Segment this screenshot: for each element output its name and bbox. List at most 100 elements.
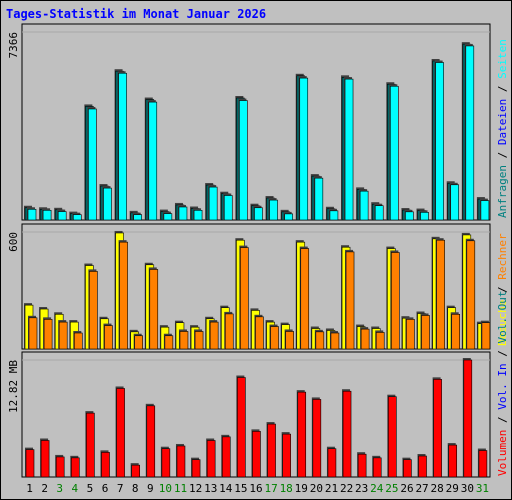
- bar-rechner: [164, 335, 174, 350]
- legend-item: Anfragen: [496, 165, 509, 218]
- scale-label: 7366: [7, 32, 20, 59]
- bar-rechner: [28, 317, 38, 350]
- bar-volumen: [282, 433, 291, 478]
- right-legend: Anfragen / Dateien / Seiten Besuche / Rec…: [496, 39, 509, 476]
- bar-rechner: [209, 321, 219, 350]
- bar-dateien: [450, 184, 460, 221]
- bar-volumen: [342, 390, 352, 478]
- bar-rechner: [466, 240, 476, 350]
- bar-dateien: [374, 205, 384, 221]
- bar-rechner: [360, 328, 370, 350]
- bar-rechner: [481, 322, 491, 350]
- bar-volumen: [372, 457, 382, 478]
- bar-volumen: [101, 452, 110, 478]
- x-tick-label: 9: [147, 482, 154, 495]
- bar-rechner: [391, 252, 400, 350]
- x-tick-label: 2: [41, 482, 48, 495]
- x-tick-label: 11: [174, 482, 187, 495]
- bar-dateien: [133, 214, 142, 221]
- legend-separator: /: [496, 344, 509, 364]
- x-tick-label: 15: [234, 482, 247, 495]
- bar-volumen: [70, 457, 80, 478]
- x-tick-label: 25: [385, 482, 398, 495]
- bar-rechner: [345, 251, 355, 350]
- x-tick-label: 30: [461, 482, 474, 495]
- x-tick-label: 20: [310, 482, 323, 495]
- bar-dateien: [103, 187, 112, 221]
- bar-rechner: [285, 331, 294, 350]
- bar-dateien: [27, 208, 37, 221]
- x-tick-label: 7: [117, 482, 124, 495]
- legend-item: Besuche: [496, 300, 509, 346]
- bar-volumen: [403, 459, 412, 478]
- chart-title: Tages-Statistik im Monat Januar 2026: [6, 7, 267, 21]
- bar-rechner: [43, 319, 53, 350]
- legend-separator: /: [496, 280, 509, 300]
- x-tick-label: 13: [204, 482, 217, 495]
- bar-volumen: [297, 391, 307, 478]
- bar-volumen: [191, 459, 201, 478]
- bar-dateien: [88, 108, 97, 221]
- bar-rechner: [330, 332, 340, 350]
- x-tick-label: 19: [295, 482, 308, 495]
- bar-dateien: [118, 72, 127, 221]
- bar-rechner: [104, 325, 113, 350]
- x-tick-label: 28: [431, 482, 444, 495]
- bar-dateien: [72, 214, 82, 221]
- bar-rechner: [73, 332, 83, 350]
- x-tick-label: 12: [189, 482, 202, 495]
- x-tick-label: 27: [415, 482, 428, 495]
- bar-dateien: [405, 211, 414, 221]
- legend-column: Volumen / Vol. In / Vol. Out: [496, 291, 509, 476]
- panel-visits: 600: [7, 223, 491, 350]
- bar-dateien: [57, 211, 67, 221]
- legend-item: Seiten: [496, 39, 509, 79]
- bar-volumen: [40, 440, 50, 478]
- bar-dateien: [329, 210, 339, 221]
- bar-rechner: [89, 271, 98, 350]
- bar-rechner: [300, 248, 310, 350]
- legend-item: Dateien: [496, 99, 509, 145]
- legend-item: Volumen: [496, 430, 509, 476]
- panel-volume: 12.82 MB: [7, 351, 491, 478]
- bar-dateien: [344, 78, 354, 221]
- bar-dateien: [223, 195, 233, 221]
- bar-dateien: [435, 62, 444, 221]
- x-tick-label: 24: [370, 482, 384, 495]
- legend-item: Rechner: [496, 233, 509, 280]
- x-tick-label: 8: [132, 482, 139, 495]
- x-tick-label: 22: [340, 482, 353, 495]
- x-axis-labels: 1 2 3 4 5 6 7 8 9 10 11 12 13 14 15 16 17 18 19 20 21 22 23 24 2…: [26, 482, 489, 495]
- bar-rechner: [270, 326, 279, 350]
- bar-dateien: [208, 186, 218, 221]
- bar-volumen: [388, 396, 397, 478]
- bar-volumen: [418, 455, 427, 478]
- bar-volumen: [327, 448, 337, 478]
- bar-volumen: [252, 431, 261, 478]
- bar-rechner: [240, 247, 249, 350]
- x-tick-label: 10: [159, 482, 172, 495]
- x-tick-label: 5: [87, 482, 94, 495]
- bar-rechner: [436, 239, 445, 350]
- bar-rechner: [375, 332, 385, 350]
- bar-dateien: [254, 207, 263, 221]
- bar-volumen: [312, 399, 322, 478]
- legend-column: Besuche / Rechner: [496, 233, 509, 346]
- bar-dateien: [465, 45, 475, 221]
- bar-rechner: [119, 241, 128, 350]
- bar-dateien: [390, 85, 399, 221]
- bar-rechner: [179, 331, 189, 350]
- bar-volumen: [433, 379, 442, 478]
- bar-rechner: [58, 321, 68, 350]
- x-tick-label: 23: [355, 482, 368, 495]
- bar-rechner: [406, 319, 415, 350]
- bar-volumen: [161, 448, 171, 478]
- bar-dateien: [314, 177, 324, 221]
- bar-volumen: [357, 453, 367, 478]
- x-tick-label: 3: [56, 482, 63, 495]
- bar-volumen: [237, 377, 246, 478]
- bar-dateien: [193, 210, 203, 221]
- bar-dateien: [299, 77, 309, 221]
- bar-dateien: [420, 212, 429, 221]
